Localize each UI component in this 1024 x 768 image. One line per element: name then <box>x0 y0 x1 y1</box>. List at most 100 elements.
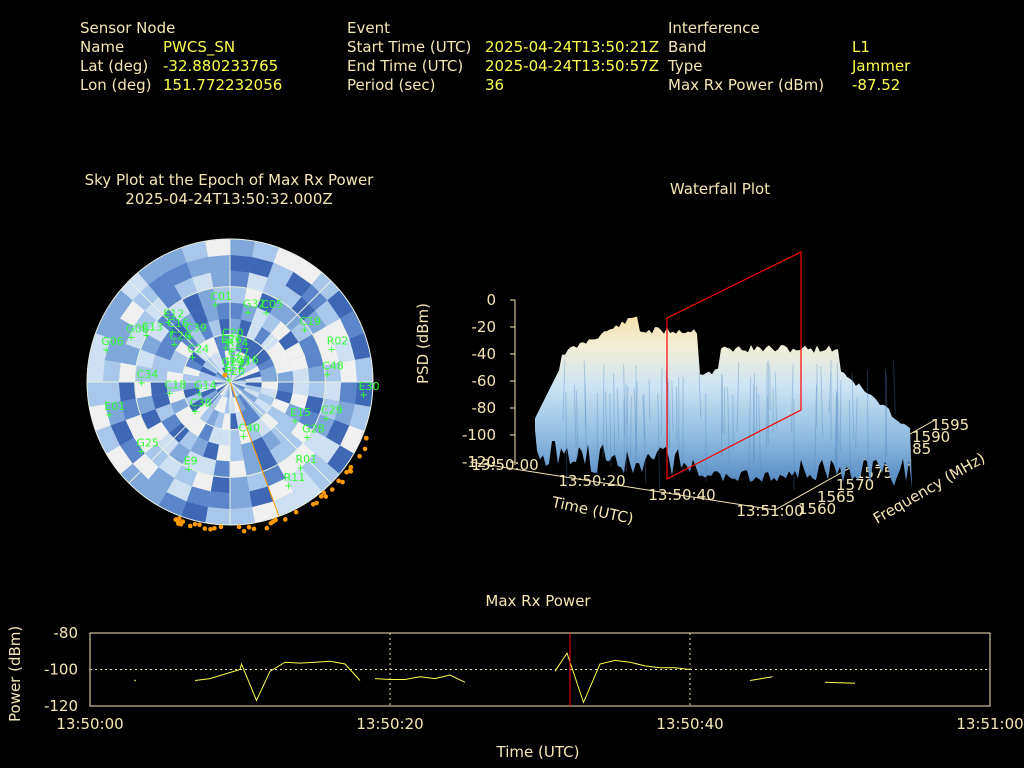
jammer-observation-dot <box>273 517 278 523</box>
skyplot-cell <box>198 322 214 341</box>
skyplot-cell <box>298 334 320 355</box>
skyplot-cell <box>230 428 242 446</box>
skyplot-cell <box>134 365 152 382</box>
skyplot-cell <box>230 350 236 367</box>
sensor-lon-value: 151.772232056 <box>163 76 283 94</box>
skyplot-cell <box>304 349 324 369</box>
waterfall-ridge-line <box>893 361 896 415</box>
skyplot-cell <box>235 395 246 412</box>
skyplot-cell <box>209 394 223 410</box>
satellite-marker: + <box>284 481 292 492</box>
skyplot-cell <box>138 479 167 506</box>
skyplot-cell <box>266 405 286 423</box>
jammer-observation-dot <box>362 446 368 452</box>
skyplot-cell <box>208 319 222 338</box>
skyplot-cell <box>230 382 244 393</box>
waterfall-ridge-line <box>609 393 612 466</box>
jammer-observation-dot <box>241 528 247 534</box>
skyplot-cell <box>190 437 209 457</box>
skyplot-cell <box>262 277 286 300</box>
satellite-marker: + <box>237 363 245 374</box>
satellite-label: C29 <box>321 403 343 416</box>
interference-band-value: L1 <box>852 38 870 56</box>
skyplot-cell <box>87 357 105 382</box>
skyplot-cell <box>199 406 215 424</box>
skyplot-cell <box>253 326 271 346</box>
satellite-label: G24 <box>222 355 245 368</box>
skyplot-cell <box>200 366 217 377</box>
satellite-label: E01 <box>104 400 125 413</box>
sensor-lat-value: -32.880233765 <box>163 57 279 75</box>
satellite-marker: + <box>164 317 172 328</box>
maxrx-y-tick-label: -100 <box>44 661 78 679</box>
skyplot-cell <box>202 361 218 375</box>
skyplot-cell <box>245 376 262 382</box>
skyplot-cell <box>254 397 272 413</box>
skyplot-cell <box>89 404 111 431</box>
skyplot-cell <box>155 342 175 361</box>
skyplot-cell <box>134 382 152 399</box>
sensor-name-value: PWCS_SN <box>163 38 236 56</box>
skyplot-cell <box>285 467 312 493</box>
skyplot-cell <box>244 384 262 393</box>
maxrx-xlabel: Time (UTC) <box>496 743 580 761</box>
waterfall-ridge-line <box>814 385 817 470</box>
jammer-observation-dot <box>329 487 335 492</box>
skyplot-cell <box>230 318 242 336</box>
skyplot-cell <box>215 374 230 382</box>
waterfall-ridge-line <box>851 372 855 441</box>
waterfall-time-tick-label: 13:50:20 <box>558 472 625 490</box>
satellite-label: C13 <box>141 320 163 333</box>
skyplot-cell <box>230 382 246 385</box>
skyplot-cell <box>232 396 241 414</box>
waterfall-ridge-line <box>884 373 887 460</box>
jammer-observation-dot <box>364 436 369 441</box>
skyplot-cell <box>227 366 230 382</box>
skyplot-cell <box>197 288 217 308</box>
skyplot-cell <box>240 337 254 355</box>
skyplot-cell <box>198 384 216 393</box>
satellite-label: C24 <box>188 342 210 355</box>
waterfall-time-tick-label: 13:50:40 <box>648 486 715 504</box>
skyplot-cell <box>104 401 126 426</box>
skyplot-cell <box>230 382 233 398</box>
waterfall-time-axis <box>469 461 776 511</box>
waterfall-ridge-line <box>774 371 778 428</box>
skyplot-cell <box>199 340 215 358</box>
satellite-label: C34 <box>137 368 159 381</box>
jammer-observation-dot <box>236 524 242 530</box>
skyplot-cell <box>125 414 148 438</box>
waterfall-ridge-line <box>835 389 838 477</box>
waterfall-ridge-line <box>625 386 629 471</box>
skyplot-cell <box>174 464 198 487</box>
skyplot-cell <box>290 421 313 444</box>
skyplot-cell <box>230 286 247 304</box>
skyplot-cell <box>326 420 350 446</box>
skyplot-cell <box>219 350 228 368</box>
waterfall-ridge-line <box>660 367 663 437</box>
skyplot-cell <box>230 368 241 382</box>
skyplot-cell <box>261 373 278 382</box>
skyplot-cell <box>289 393 309 410</box>
skyplot-cell <box>242 389 258 403</box>
skyplot-cell <box>278 413 299 434</box>
skyplot-cell <box>136 349 156 369</box>
maxrx-y-tick-label: -80 <box>54 624 79 642</box>
skyplot-cell <box>214 352 225 369</box>
skyplot-cell <box>252 501 279 523</box>
skyplot-cell <box>190 307 209 327</box>
waterfall-freq-tick-label: 1565 <box>817 488 855 506</box>
waterfall-freq-tick-label: 1560 <box>798 500 836 518</box>
waterfall-psd-surface <box>535 316 912 489</box>
skyplot-cell <box>181 501 208 523</box>
skyplot-cell <box>292 368 310 382</box>
skyplot-cell <box>150 368 168 382</box>
waterfall-max-power-plane <box>666 251 802 480</box>
skyplot-cell <box>230 239 255 257</box>
skyplot-cell <box>355 382 373 407</box>
skyplot-cell <box>334 401 356 426</box>
jammer-bearing-line <box>229 381 280 517</box>
maxrx-x-tick-label: 13:50:00 <box>56 715 123 733</box>
satellite-label: C27 <box>228 346 250 359</box>
